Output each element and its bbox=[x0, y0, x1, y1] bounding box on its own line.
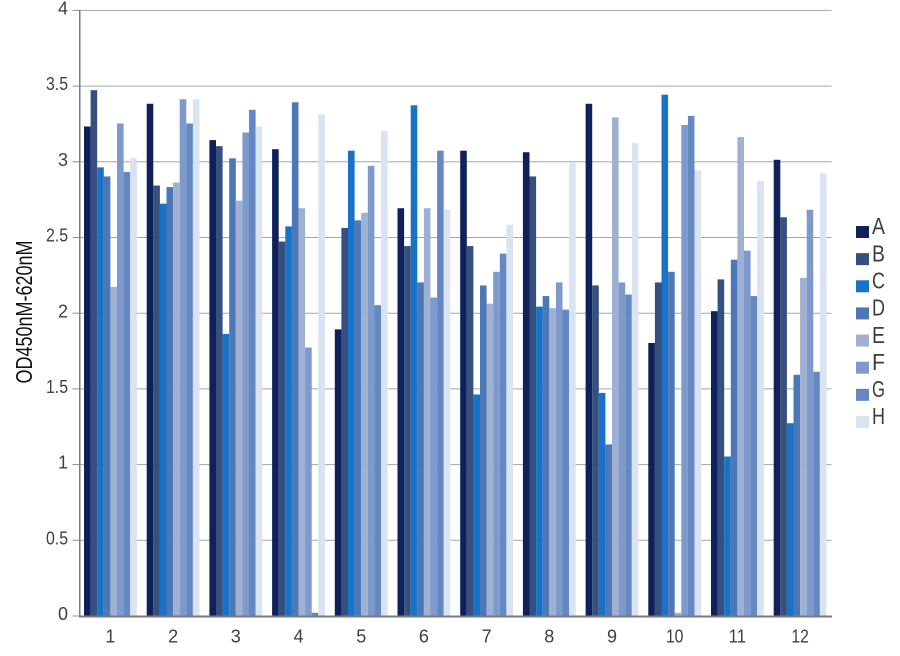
svg-text:5: 5 bbox=[356, 627, 366, 647]
svg-text:8: 8 bbox=[544, 627, 554, 647]
svg-text:OD450nM-620nM: OD450nM-620nM bbox=[11, 241, 37, 384]
svg-text:A: A bbox=[872, 213, 886, 239]
svg-text:4: 4 bbox=[58, 0, 68, 19]
svg-text:C: C bbox=[872, 267, 885, 293]
svg-text:3.5: 3.5 bbox=[46, 74, 68, 94]
svg-text:11: 11 bbox=[729, 627, 747, 647]
svg-text:1: 1 bbox=[105, 627, 115, 647]
svg-text:10: 10 bbox=[666, 627, 684, 647]
svg-text:6: 6 bbox=[419, 627, 429, 647]
svg-text:D: D bbox=[872, 295, 885, 321]
svg-text:B: B bbox=[872, 240, 885, 266]
svg-text:H: H bbox=[872, 403, 885, 429]
svg-text:1.5: 1.5 bbox=[46, 377, 68, 397]
svg-text:9: 9 bbox=[607, 627, 617, 647]
svg-text:7: 7 bbox=[482, 627, 492, 647]
svg-text:2: 2 bbox=[58, 301, 68, 321]
svg-text:G: G bbox=[872, 376, 885, 402]
svg-text:12: 12 bbox=[791, 627, 809, 647]
svg-text:0: 0 bbox=[58, 604, 68, 624]
svg-text:2.5: 2.5 bbox=[46, 226, 68, 246]
svg-text:E: E bbox=[872, 322, 885, 348]
svg-text:0.5: 0.5 bbox=[46, 528, 68, 548]
svg-text:F: F bbox=[872, 349, 885, 375]
svg-text:3: 3 bbox=[58, 150, 68, 170]
svg-text:1: 1 bbox=[58, 453, 68, 473]
svg-text:2: 2 bbox=[168, 627, 178, 647]
svg-text:3: 3 bbox=[231, 627, 241, 647]
svg-text:4: 4 bbox=[293, 627, 303, 647]
